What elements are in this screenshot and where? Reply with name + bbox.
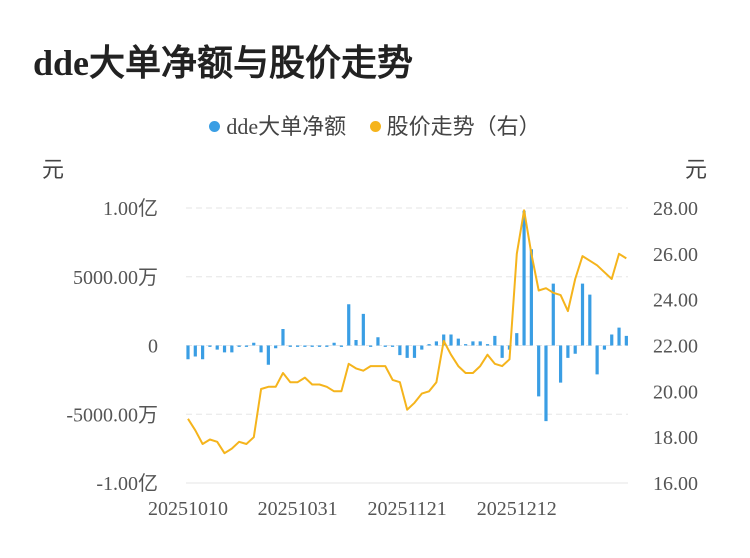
dde-bar bbox=[288, 345, 292, 347]
dde-bar bbox=[237, 345, 241, 347]
dde-bar bbox=[259, 345, 263, 353]
legend-item-dde[interactable]: dde大单净额 bbox=[209, 109, 346, 141]
legend-item-price[interactable]: 股价走势（右） bbox=[369, 109, 541, 141]
x-tick-label: 20251031 bbox=[258, 498, 338, 520]
dde-bar bbox=[376, 337, 380, 346]
dde-bar bbox=[493, 335, 497, 346]
dde-bar bbox=[354, 340, 358, 346]
dde-bar bbox=[201, 345, 205, 360]
dde-bar bbox=[310, 345, 314, 347]
dde-bar bbox=[449, 334, 453, 346]
dde-bar bbox=[325, 345, 329, 347]
dde-bar bbox=[222, 345, 227, 353]
right-tick-label: 16.00 bbox=[653, 473, 698, 495]
dde-bar bbox=[274, 345, 278, 349]
right-tick-label: 22.00 bbox=[653, 336, 698, 358]
dde-bar bbox=[339, 345, 344, 347]
dde-bars bbox=[186, 210, 628, 422]
right-tick-label: 24.00 bbox=[653, 290, 698, 312]
right-tick-label: 18.00 bbox=[653, 427, 698, 449]
dde-bar bbox=[602, 345, 607, 350]
dde-bar bbox=[332, 342, 336, 346]
dde-bar bbox=[383, 345, 387, 347]
dde-bar bbox=[266, 345, 270, 365]
right-tick-label: 28.00 bbox=[653, 198, 698, 220]
dde-bar bbox=[390, 345, 395, 347]
left-axis-ticks: 1.00亿 5000.00万 0 -5000.00万 -1.00亿 bbox=[66, 197, 158, 495]
right-axis-ticks: 28.00 26.00 24.00 22.00 20.00 18.00 16.00 bbox=[653, 198, 698, 495]
dde-bar bbox=[617, 327, 621, 346]
dde-bar bbox=[405, 345, 409, 358]
dde-bar bbox=[464, 344, 468, 346]
dde-bar bbox=[610, 334, 614, 346]
dde-bar bbox=[588, 294, 592, 346]
dde-bar bbox=[193, 345, 197, 357]
dde-bar bbox=[420, 345, 424, 350]
dde-bar bbox=[500, 345, 504, 358]
dde-bar bbox=[347, 304, 351, 346]
price-line bbox=[187, 209, 627, 455]
dde-bar bbox=[361, 313, 365, 346]
dde-bar bbox=[398, 345, 402, 356]
chart-title: dde大单净额与股价走势 bbox=[33, 43, 414, 83]
x-tick-label: 20251121 bbox=[368, 498, 447, 520]
dde-bar bbox=[317, 345, 322, 347]
dde-bar bbox=[580, 283, 585, 346]
dde-bar bbox=[595, 345, 599, 375]
left-tick-label: -5000.00万 bbox=[66, 404, 158, 426]
right-tick-label: 26.00 bbox=[653, 244, 698, 266]
dde-bar bbox=[369, 345, 373, 347]
dde-bar bbox=[573, 345, 577, 354]
dde-bar bbox=[478, 341, 482, 346]
left-tick-label: 5000.00万 bbox=[73, 267, 158, 289]
x-tick-label: 20251212 bbox=[477, 498, 557, 520]
dde-bar bbox=[252, 342, 256, 346]
dde-bar bbox=[485, 344, 490, 346]
dde-bar bbox=[244, 345, 249, 347]
dde-bar bbox=[215, 345, 219, 350]
dde-bar bbox=[558, 345, 563, 383]
dde-bar bbox=[281, 329, 285, 346]
x-tick-label: 20251010 bbox=[148, 498, 228, 520]
dde-bar bbox=[544, 345, 548, 422]
dde-bar bbox=[515, 333, 519, 346]
left-tick-label: 0 bbox=[148, 336, 158, 358]
left-tick-label: -1.00亿 bbox=[96, 472, 158, 495]
price-series-line bbox=[187, 209, 627, 455]
right-tick-label: 20.00 bbox=[653, 381, 698, 403]
dde-bar bbox=[456, 338, 460, 346]
dde-bar bbox=[522, 210, 526, 346]
dde-bar bbox=[295, 345, 300, 347]
dde-bar bbox=[303, 345, 307, 347]
legend: dde大单净额 股价走势（右） bbox=[0, 109, 750, 141]
dde-bar bbox=[434, 341, 438, 346]
dde-bar bbox=[537, 345, 541, 397]
x-axis-ticks: 20251010 20251031 20251121 20251212 bbox=[148, 498, 557, 520]
legend-label-price: 股价走势（右） bbox=[386, 114, 541, 139]
dde-bar bbox=[529, 249, 533, 346]
dde-bar bbox=[427, 344, 431, 346]
legend-swatch-dde bbox=[209, 121, 221, 132]
dde-bar bbox=[208, 345, 212, 347]
left-tick-label: 1.00亿 bbox=[103, 197, 158, 220]
dde-bar bbox=[566, 345, 570, 358]
legend-label-dde: dde大单净额 bbox=[226, 114, 347, 139]
dde-bar bbox=[230, 345, 234, 353]
dde-bar bbox=[471, 341, 475, 346]
dde-bar bbox=[412, 345, 417, 358]
dde-bar bbox=[551, 283, 555, 346]
left-axis-unit: 元 bbox=[42, 157, 64, 182]
dde-bar bbox=[624, 335, 628, 346]
right-axis-unit: 元 bbox=[685, 157, 707, 182]
legend-swatch-price bbox=[369, 121, 381, 132]
dde-bar bbox=[186, 345, 190, 360]
